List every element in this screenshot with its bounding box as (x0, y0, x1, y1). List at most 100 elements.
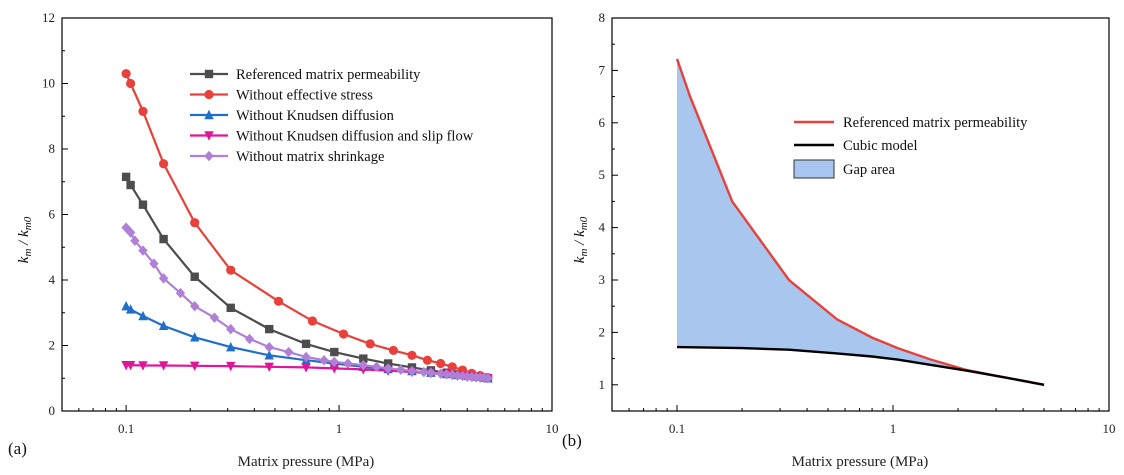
data-point-referenced-matrix-permeability-5 (226, 303, 235, 313)
data-point-without-effective-stress-10 (388, 345, 399, 356)
legend-entry-gap-area: Gap area (843, 162, 895, 178)
data-point-without-knudsen-diffusion-and-slip-flow-1 (125, 360, 136, 371)
data-point-referenced-matrix-permeability-1 (126, 180, 135, 190)
data-point-without-matrix-shrinkage-8 (209, 312, 220, 323)
data-point-without-matrix-shrinkage-1 (125, 227, 136, 238)
panel-a-xtick-label-1: 1 (336, 421, 343, 436)
data-point-without-matrix-shrinkage-6 (175, 287, 186, 299)
data-point-without-matrix-shrinkage-25 (441, 369, 452, 380)
panel-a-series (121, 69, 493, 384)
panel-a-legend: Referenced matrix permeability Without ef… (190, 67, 474, 165)
panel-b-tag: (b) (562, 431, 582, 450)
data-point-without-effective-stress-0 (121, 69, 131, 79)
legend-entry-without-matrix-shrinkage: Without matrix shrinkage (236, 149, 384, 165)
legend-marker-without-matrix-shrinkage (204, 150, 214, 162)
data-point-without-matrix-shrinkage-16 (343, 358, 353, 369)
panel-b-ytick-label-5: 6 (599, 115, 606, 130)
panel-a-xtick-label-2: 10 (546, 421, 559, 436)
data-point-without-matrix-shrinkage-11 (264, 341, 274, 353)
legend-entry-without-knudsen-diffusion: Without Knudsen diffusion (236, 108, 395, 124)
panel-b-series (675, 58, 1045, 386)
data-point-without-matrix-shrinkage-34 (483, 373, 493, 384)
panel-a-ytick-label-5: 10 (42, 76, 55, 91)
panel-b-xlabel: Matrix pressure (MPa) (792, 454, 929, 470)
data-point-without-effective-stress-13 (436, 358, 446, 369)
data-point-referenced-matrix-permeability-2 (138, 200, 148, 209)
data-point-without-matrix-shrinkage-24 (435, 368, 446, 379)
legend-entry-referenced-matrix-permeability: Referenced matrix permeability (236, 67, 421, 83)
data-point-without-knudsen-diffusion-1 (125, 304, 136, 314)
data-point-without-effective-stress-5 (226, 265, 236, 275)
data-point-without-knudsen-diffusion-and-slip-flow-2 (138, 361, 148, 371)
data-point-referenced-matrix-permeability-9 (359, 354, 368, 363)
panel-b-ylabel: km / km0 (572, 216, 590, 263)
panel-b-legend: Referenced matrix permeability Cubic mode… (793, 115, 1028, 179)
data-point-without-knudsen-diffusion-and-slip-flow-8 (329, 364, 340, 374)
data-point-without-matrix-shrinkage-9 (226, 323, 236, 335)
data-point-without-effective-stress-7 (307, 316, 318, 326)
panel-b-axes: 0.1 1 10 1 2 3 4 5 6 7 8 (599, 10, 1116, 436)
data-point-without-knudsen-diffusion-0 (121, 301, 131, 311)
panel-b-xtick-label-1: 1 (890, 421, 897, 436)
legend-marker-without-knudsen-diffusion-and-slip-flow (204, 131, 214, 141)
data-point-without-matrix-shrinkage-20 (396, 364, 406, 375)
data-point-without-effective-stress-12 (422, 355, 433, 365)
panel-a-ytick-label-3: 6 (49, 207, 56, 222)
data-point-without-matrix-shrinkage-3 (138, 245, 148, 256)
panel-b-xtick-label-0: 0.1 (669, 421, 685, 436)
data-point-without-matrix-shrinkage-18 (371, 361, 382, 372)
data-point-without-knudsen-diffusion-2 (138, 310, 148, 321)
data-point-without-matrix-shrinkage-21 (407, 365, 417, 377)
legend-marker-referenced-matrix-permeability (204, 69, 214, 79)
legend-entry-referenced-matrix-permeability: Referenced matrix permeability (843, 115, 1028, 131)
data-point-without-matrix-shrinkage-10 (244, 333, 255, 345)
panel-b-ytick-label-3: 4 (599, 220, 606, 235)
data-point-without-effective-stress-1 (126, 78, 136, 89)
data-point-without-matrix-shrinkage-5 (158, 273, 169, 284)
data-point-without-matrix-shrinkage-2 (130, 235, 140, 246)
data-point-without-effective-stress-11 (407, 350, 417, 360)
panel-a-ylabel: km / km0 (16, 216, 34, 263)
series-without-matrix-shrinkage (121, 222, 493, 384)
data-point-referenced-matrix-permeability-4 (190, 272, 199, 281)
data-point-referenced-matrix-permeability-0 (121, 172, 131, 182)
data-point-without-matrix-shrinkage-17 (358, 359, 369, 371)
series-referenced-matrix-permeability (121, 172, 493, 383)
data-point-referenced-matrix-permeability-3 (159, 234, 168, 244)
data-point-without-matrix-shrinkage-19 (383, 363, 393, 374)
data-point-without-matrix-shrinkage-12 (283, 346, 294, 358)
data-point-without-matrix-shrinkage-7 (190, 301, 200, 312)
panel-b-ytick-label-4: 5 (599, 167, 606, 182)
data-point-without-matrix-shrinkage-22 (419, 366, 429, 378)
panel-a-ytick-label-6: 12 (42, 10, 55, 25)
data-point-without-matrix-shrinkage-4 (149, 258, 159, 269)
panel-a-ytick-label-2: 4 (49, 272, 56, 287)
legend-entry-cubic-model: Cubic model (843, 138, 918, 154)
gap-area (677, 58, 1044, 385)
data-point-without-effective-stress-4 (190, 218, 200, 228)
legend-marker-without-knudsen-diffusion (204, 109, 214, 120)
data-point-without-matrix-shrinkage-15 (329, 356, 340, 368)
panel-b-frame (611, 17, 1110, 412)
data-point-without-knudsen-diffusion-4 (190, 332, 200, 342)
data-point-without-effective-stress-8 (338, 329, 349, 339)
legend-swatch-gap-area (793, 159, 835, 179)
data-point-without-knudsen-diffusion-3 (158, 320, 169, 331)
legend-entry-without-knudsen-diffusion-and-slip-flow: Without Knudsen diffusion and slip flow (236, 129, 474, 145)
data-point-without-effective-stress-3 (159, 159, 169, 169)
series-line-cubic-model (676, 345, 1045, 386)
panel-a-xtick-label-0: 0.1 (118, 421, 134, 436)
panel-a-tag: (a) (8, 439, 27, 458)
panel-b-ytick-label-1: 2 (599, 324, 606, 339)
panel-a-ytick-label-4: 8 (49, 141, 56, 156)
data-point-referenced-matrix-permeability-8 (330, 347, 339, 357)
panel-b-xtick-label-2: 10 (1103, 421, 1116, 436)
data-point-without-effective-stress-2 (138, 106, 148, 116)
data-point-without-effective-stress-6 (273, 296, 284, 306)
data-point-without-knudsen-diffusion-and-slip-flow-7 (301, 363, 311, 373)
data-point-without-knudsen-diffusion-and-slip-flow-6 (264, 362, 274, 372)
panel-b-ytick-label-2: 3 (599, 272, 606, 287)
data-point-without-knudsen-diffusion-5 (226, 341, 236, 352)
data-point-without-knudsen-diffusion-and-slip-flow-5 (226, 361, 236, 372)
